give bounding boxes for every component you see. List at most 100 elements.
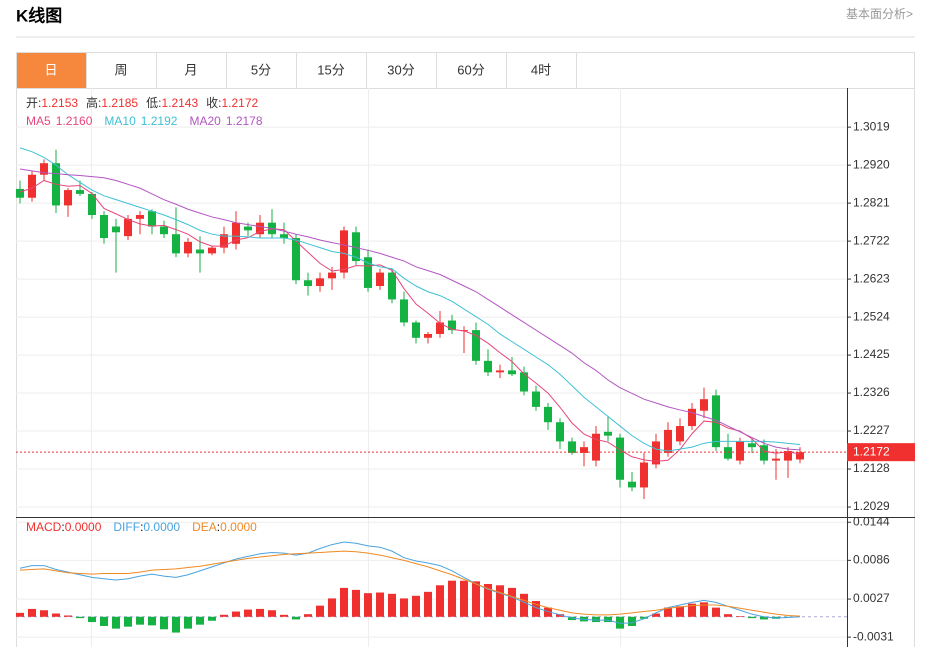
- macd-bar: [424, 591, 432, 617]
- macd-bar: [628, 616, 636, 626]
- y-tick-label: 1.2029: [853, 499, 890, 513]
- candle-body: [376, 272, 384, 286]
- macd-bar: [508, 587, 516, 617]
- macd-line: [19, 550, 801, 617]
- candle-body: [100, 215, 108, 239]
- candle-body: [616, 437, 624, 480]
- legend-text: 高:: [86, 95, 101, 110]
- tab[interactable]: [436, 52, 507, 89]
- candle-body: [784, 451, 792, 461]
- candle-body: [592, 433, 600, 461]
- macd-bar: [196, 616, 204, 625]
- candle-body: [736, 441, 744, 461]
- candle-body: [16, 188, 24, 198]
- macd-bar: [736, 616, 744, 617]
- tab[interactable]: [506, 52, 577, 89]
- candle-body: [124, 218, 132, 237]
- page-title: K线图: [16, 5, 62, 25]
- tab-label[interactable]: 月: [184, 62, 197, 77]
- candle-body: [160, 226, 168, 235]
- macd-bar: [136, 616, 144, 625]
- macd-bar: [208, 616, 216, 621]
- macd-bar: [76, 616, 84, 619]
- tab-label[interactable]: 5分: [251, 62, 271, 77]
- candle-body: [568, 441, 576, 453]
- macd-bar: [472, 581, 480, 617]
- tab-label[interactable]: 日: [44, 62, 57, 77]
- y-tick-label: 1.3019: [853, 119, 890, 133]
- macd-bar: [448, 580, 456, 617]
- candle-body: [220, 234, 228, 248]
- candle-body: [40, 163, 48, 175]
- tab-label[interactable]: 60分: [457, 62, 484, 77]
- tab[interactable]: [366, 52, 437, 89]
- candle-body: [760, 445, 768, 461]
- candle-body: [664, 429, 672, 453]
- tab-label[interactable]: 15分: [317, 62, 344, 77]
- candle-body: [508, 370, 516, 375]
- candle-body: [472, 330, 480, 361]
- macd-line: [19, 541, 801, 624]
- legend-text: 1.2192: [141, 114, 178, 128]
- tab[interactable]: [226, 52, 297, 89]
- macd-bar: [160, 616, 168, 630]
- tab[interactable]: [16, 52, 87, 89]
- macd-bar: [532, 601, 540, 617]
- legend-text: 收:: [206, 96, 221, 110]
- macd-bar: [544, 607, 552, 617]
- macd-bar: [328, 598, 336, 617]
- macd-bar: [664, 607, 672, 617]
- y-tick-label: 1.2821: [853, 195, 890, 209]
- macd-bar: [292, 616, 300, 620]
- macd-bar: [592, 616, 600, 623]
- macd-bar: [40, 610, 48, 617]
- macd-bar: [220, 614, 228, 617]
- candle-body: [520, 372, 528, 392]
- candle-body: [400, 299, 408, 323]
- y-tick-label: 0.0144: [853, 514, 890, 528]
- candle-body: [64, 190, 72, 206]
- tab-label[interactable]: 4时: [531, 62, 551, 77]
- y-tick-label: 1.2326: [853, 385, 890, 399]
- y-tick-label: 1.2722: [853, 233, 890, 247]
- candle-body: [448, 320, 456, 331]
- macd-bar: [172, 616, 180, 633]
- ma-line: [19, 168, 801, 451]
- candle-body: [328, 272, 336, 279]
- candle-body: [604, 431, 612, 436]
- candle-body: [580, 447, 588, 453]
- candle-body: [676, 426, 684, 442]
- candle-body: [280, 234, 288, 239]
- legend-text: DIFF: [113, 520, 140, 534]
- candle-body: [292, 238, 300, 281]
- candle-body: [88, 193, 96, 216]
- macd-bar: [52, 613, 60, 617]
- tab[interactable]: [156, 52, 227, 89]
- candle-body: [244, 226, 252, 231]
- macd-bar: [340, 587, 348, 617]
- tab-label[interactable]: 30分: [387, 62, 414, 77]
- legend-text: 开:: [26, 96, 41, 110]
- macd-bar: [652, 613, 660, 617]
- candle-body: [136, 215, 144, 219]
- candle-body: [796, 452, 804, 460]
- legend: MACD:0.0000 DIFF:0.0000 DEA:0.0000: [26, 520, 257, 534]
- legend-text: 1.2185: [101, 96, 138, 110]
- legend-text: 1.2153: [41, 96, 78, 110]
- tab-label[interactable]: 周: [114, 62, 127, 77]
- macd-bar: [604, 616, 612, 623]
- candle-body: [208, 247, 216, 254]
- macd-bar: [112, 616, 120, 629]
- legend-text: MA20: [189, 114, 221, 128]
- candle-body: [544, 406, 552, 423]
- y-tick-label: 1.2128: [853, 461, 890, 475]
- candle-body: [76, 190, 84, 194]
- y-tick-label: 0.0027: [853, 591, 890, 605]
- legend-text: 1.2172: [221, 96, 258, 110]
- fundamental-link[interactable]: 基本面分析>: [846, 7, 913, 21]
- legend: 开:1.2153 高:1.2185 低:1.2143 收:1.2172: [26, 95, 259, 110]
- tab[interactable]: [86, 52, 157, 89]
- macd-bar: [244, 609, 252, 617]
- macd-bar: [388, 593, 396, 617]
